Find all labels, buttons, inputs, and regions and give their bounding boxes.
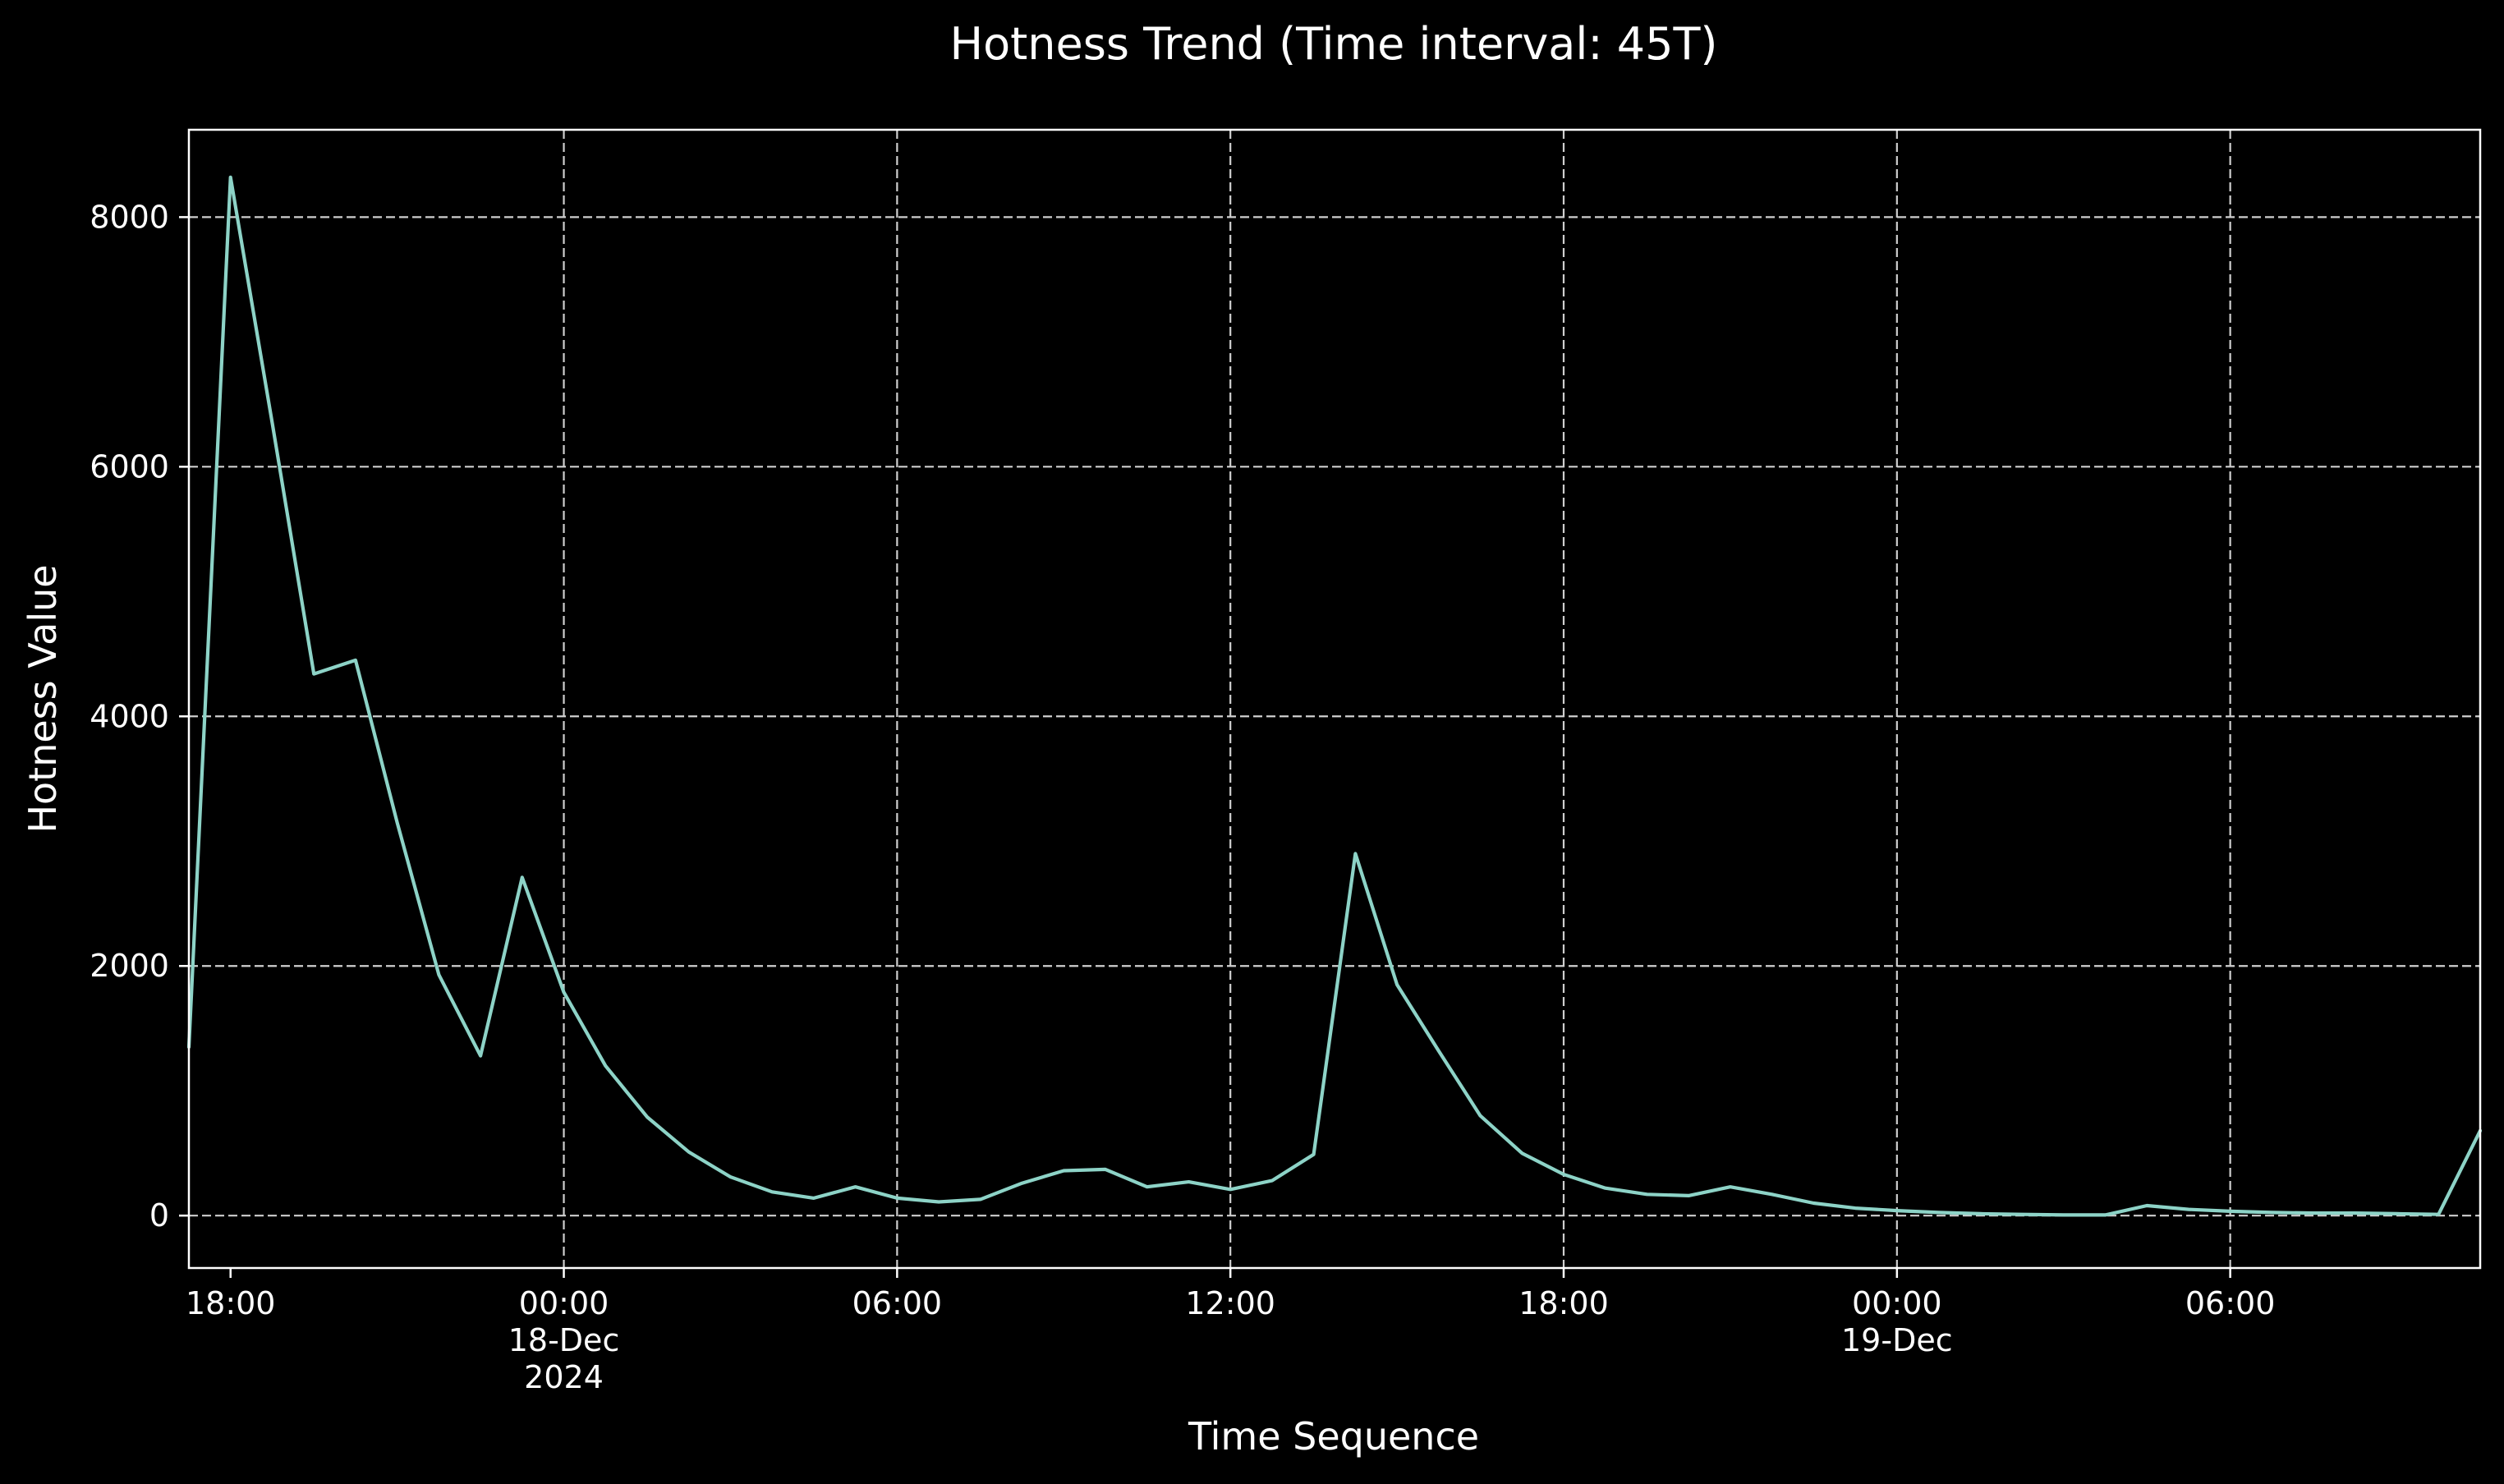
y-tick-label: 4000 (90, 698, 169, 734)
x-tick-label: 00:00 (1852, 1285, 1942, 1321)
x-tick-label: 12:00 (1185, 1285, 1275, 1321)
x-tick-label: 2024 (524, 1359, 604, 1395)
y-tick-label: 6000 (90, 448, 169, 485)
x-tick-label: 18:00 (1518, 1285, 1609, 1321)
x-axis-label: Time Sequence (1188, 1414, 1479, 1459)
series-layer (186, 175, 2483, 1217)
x-tick-label: 00:00 (519, 1285, 609, 1321)
y-tick-label: 8000 (90, 199, 169, 235)
y-tick-label: 2000 (90, 948, 169, 984)
chart-title: Hotness Trend (Time interval: 45T) (949, 18, 1717, 70)
x-tick-label: 06:00 (2185, 1285, 2276, 1321)
plot-frame (187, 128, 2482, 1270)
hotness-series-line (186, 175, 2483, 1217)
grid-lines (189, 130, 2480, 1268)
x-tick-label: 06:00 (852, 1285, 943, 1321)
y-tick-label: 0 (149, 1197, 169, 1234)
y-axis-label: Hotness Value (21, 564, 65, 833)
x-tick-label: 18:00 (186, 1285, 276, 1321)
x-tick-label: 19-Dec (1841, 1322, 1953, 1358)
x-tick-label: 18-Dec (508, 1322, 620, 1358)
